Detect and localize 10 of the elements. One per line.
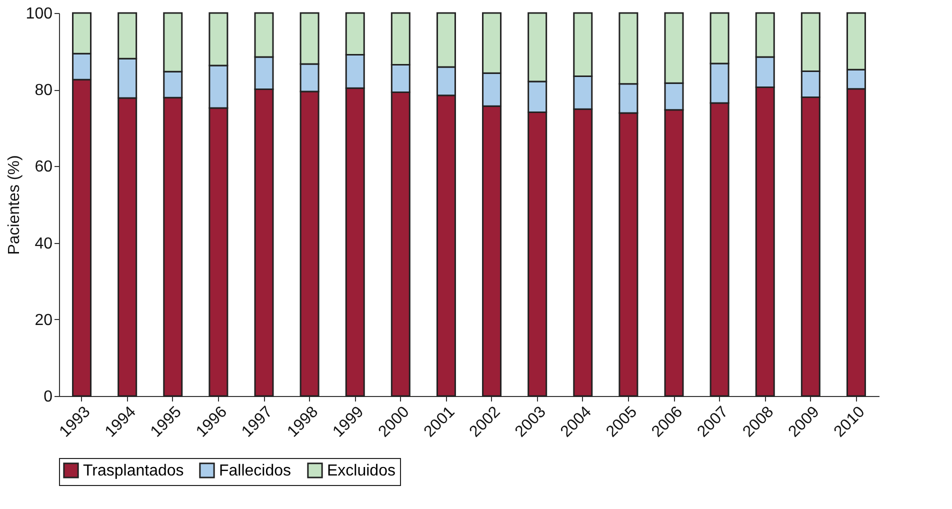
- legend-label: Excluidos: [327, 462, 396, 480]
- y-tick-label: 100: [26, 6, 53, 22]
- y-tick-label: 80: [34, 82, 53, 100]
- y-tick-label: 60: [34, 158, 53, 176]
- y-axis-title: Pacientes (%): [6, 155, 23, 255]
- legend-label: Fallecidos: [219, 462, 292, 480]
- legend-label: Trasplantados: [83, 462, 184, 480]
- y-tick-label: 0: [44, 388, 53, 406]
- y-tick-label: 40: [34, 235, 53, 252]
- y-tick-label: 20: [34, 312, 53, 329]
